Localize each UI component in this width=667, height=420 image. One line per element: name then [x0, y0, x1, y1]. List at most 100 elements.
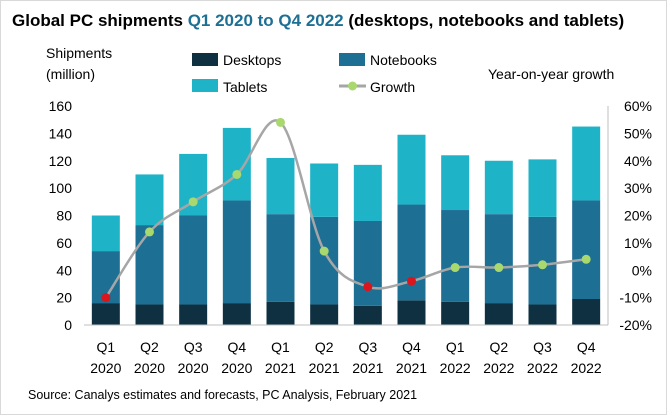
x-tick-year: 2021: [352, 360, 383, 376]
bar-desktops-q4-2022: [572, 298, 601, 325]
legend: Desktops Notebooks Tablets Growth: [192, 52, 437, 95]
bar-desktops-q3-2022: [528, 304, 557, 325]
x-tick-year: 2022: [527, 360, 558, 376]
y-left-label-line1: Shipments: [46, 45, 112, 61]
bar-notebooks-q2-2022: [484, 214, 513, 304]
bar-tablets-q3-2022: [528, 159, 557, 217]
x-tick-quarter: Q1: [446, 339, 465, 355]
growth-point-q4-2020: [232, 169, 242, 179]
growth-point-q2-2022: [494, 263, 504, 273]
bar-tablets-q3-2021: [353, 164, 382, 221]
growth-point-q3-2021: [363, 282, 373, 292]
bar-notebooks-q3-2020: [179, 215, 208, 305]
chart-title-highlight: Q1 2020 to Q4 2022: [188, 11, 344, 30]
x-tick-year: 2020: [90, 360, 121, 376]
y-left-tick-label: 160: [49, 98, 73, 114]
x-tick-year: 2021: [309, 360, 340, 376]
x-tick-year: 2022: [483, 360, 514, 376]
bar-desktops-q2-2020: [135, 304, 164, 325]
y-right-tick-label: 0%: [632, 262, 652, 278]
bar-notebooks-q4-2020: [222, 200, 251, 304]
y-right-label: Year-on-year growth: [488, 66, 614, 82]
y-left-tick-label: 0: [64, 317, 72, 333]
bar-notebooks-q1-2022: [441, 210, 470, 302]
x-tick-quarter: Q1: [96, 339, 115, 355]
bar-desktops-q2-2022: [484, 303, 513, 325]
x-tick-year: 2020: [134, 360, 165, 376]
bar-desktops-q4-2021: [397, 300, 426, 325]
legend-swatch-notebooks: [339, 53, 365, 66]
growth-point-q1-2021: [276, 117, 285, 127]
x-tick-quarter: Q4: [227, 339, 246, 355]
x-tick-year: 2020: [178, 360, 209, 376]
bar-desktops-q3-2021: [353, 305, 382, 325]
legend-label-desktops: Desktops: [223, 52, 281, 68]
bar-tablets-q4-2022: [572, 126, 601, 201]
growth-point-q4-2021: [407, 276, 416, 286]
growth-point-q4-2022: [581, 254, 591, 264]
chart-title: Global PC shipments Q1 2020 to Q4 2022 (…: [12, 11, 624, 30]
bar-desktops-q2-2021: [310, 304, 339, 325]
y-right-tick-label: 30%: [624, 180, 652, 196]
x-tick-quarter: Q2: [489, 339, 508, 355]
bar-desktops-q4-2020: [222, 303, 251, 325]
bar-tablets-q4-2020: [222, 127, 251, 201]
bar-desktops-q1-2021: [266, 301, 295, 325]
bar-notebooks-q4-2022: [572, 200, 601, 299]
x-tick-quarter: Q3: [533, 339, 552, 355]
x-tick-quarter: Q3: [184, 339, 203, 355]
y-left-tick-label: 80: [56, 208, 72, 224]
y-right-tick-label: -10%: [619, 290, 652, 306]
x-tick-year: 2021: [265, 360, 296, 376]
bar-notebooks-q3-2021: [353, 220, 382, 306]
legend-swatch-tablets: [192, 79, 218, 92]
y-left-tick-label: 60: [56, 235, 72, 251]
chart-title-suffix: (desktops, notebooks and tablets): [344, 11, 625, 30]
y-right-tick-label: 60%: [624, 98, 652, 114]
bar-tablets-q1-2020: [91, 215, 120, 252]
y-left-tick-label: 120: [49, 153, 73, 169]
bar-desktops-q1-2022: [441, 301, 470, 325]
bar-desktops-q1-2020: [91, 303, 120, 325]
x-tick-year: 2022: [440, 360, 471, 376]
x-tick-quarter: Q3: [358, 339, 377, 355]
chart-title-main: Global PC shipments: [12, 11, 188, 30]
bar-notebooks-q2-2021: [310, 216, 339, 305]
y-left-label-line2: (million): [46, 66, 95, 82]
legend-label-tablets: Tablets: [223, 79, 267, 95]
growth-point-q1-2022: [450, 263, 460, 273]
bar-notebooks-q2-2020: [135, 225, 164, 305]
bar-tablets-q2-2020: [135, 174, 164, 226]
y-right-tick-label: -20%: [619, 317, 652, 333]
x-tick-year: 2021: [396, 360, 427, 376]
growth-point-q2-2021: [319, 246, 329, 256]
bar-tablets-q1-2022: [441, 155, 470, 211]
x-tick-quarter: Q2: [315, 339, 334, 355]
y-right-tick-label: 10%: [624, 235, 652, 251]
bar-notebooks-q4-2021: [397, 204, 426, 301]
bar-notebooks-q1-2021: [266, 214, 295, 302]
x-tick-quarter: Q2: [140, 339, 159, 355]
source-note: Source: Canalys estimates and forecasts,…: [28, 388, 417, 402]
growth-point-q1-2020: [101, 293, 111, 303]
growth-point-q2-2020: [145, 227, 154, 237]
bar-tablets-q4-2021: [397, 134, 426, 205]
y-right-tick-label: 20%: [624, 208, 652, 224]
x-tick-year: 2020: [221, 360, 252, 376]
legend-swatch-desktops: [192, 53, 218, 66]
growth-point-q3-2022: [538, 260, 547, 270]
x-tick-quarter: Q4: [402, 339, 421, 355]
bar-tablets-q2-2021: [310, 163, 339, 217]
growth-point-q3-2020: [188, 197, 198, 207]
y-left-tick-label: 20: [56, 290, 72, 306]
y-left-tick-label: 140: [49, 125, 73, 141]
bar-tablets-q2-2022: [484, 160, 513, 215]
bar-desktops-q3-2020: [179, 304, 208, 325]
y-right-tick-label: 50%: [624, 125, 652, 141]
y-left-tick-label: 40: [56, 262, 72, 278]
y-right-tick-label: 40%: [624, 153, 652, 169]
x-tick-quarter: Q1: [271, 339, 290, 355]
plot-area: 0 20 40 60 80 100 120 140 160 -20% -10% 0% 10% 20% 30%…: [49, 98, 652, 376]
